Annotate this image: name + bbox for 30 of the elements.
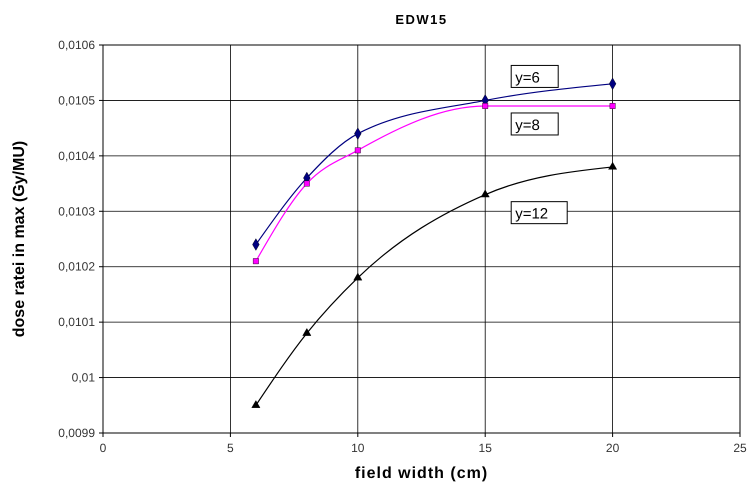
- point: [610, 103, 616, 109]
- y-tick-label: 0,0101: [58, 315, 96, 330]
- point: [304, 180, 310, 187]
- x-tick-label: 0: [100, 441, 107, 455]
- x-tick-label: 15: [478, 441, 492, 455]
- x-axis-title: field width (cm): [354, 465, 488, 482]
- point: [354, 147, 361, 154]
- y-axis-title: dose ratei in max (Gy/MU): [11, 140, 28, 338]
- y-tick-label: 0,0106: [58, 38, 96, 52]
- series-label: y=12: [515, 206, 548, 223]
- series-label: y=6: [515, 69, 540, 86]
- y-tick-label: 0,0104: [58, 148, 96, 163]
- chart-title: EDW15: [395, 12, 448, 27]
- point: [482, 103, 488, 109]
- point: [302, 328, 312, 336]
- y-tick-label: 0,0099: [58, 426, 96, 440]
- x-tick-label: 25: [733, 441, 747, 455]
- y-tick-label: 0,0102: [58, 260, 96, 274]
- point: [252, 400, 260, 408]
- point: [480, 190, 490, 198]
- x-tick-label: 10: [351, 441, 365, 455]
- y-tick-label: 0,01: [72, 370, 96, 385]
- y-tick-label: 0,0105: [58, 93, 96, 108]
- x-tick-label: 5: [227, 441, 234, 455]
- point: [252, 258, 259, 264]
- point: [608, 162, 617, 170]
- point: [353, 272, 362, 280]
- x-tick-label: 20: [606, 441, 620, 455]
- y-tick-label: 0,0103: [58, 204, 96, 218]
- series-label: y=8: [515, 116, 540, 134]
